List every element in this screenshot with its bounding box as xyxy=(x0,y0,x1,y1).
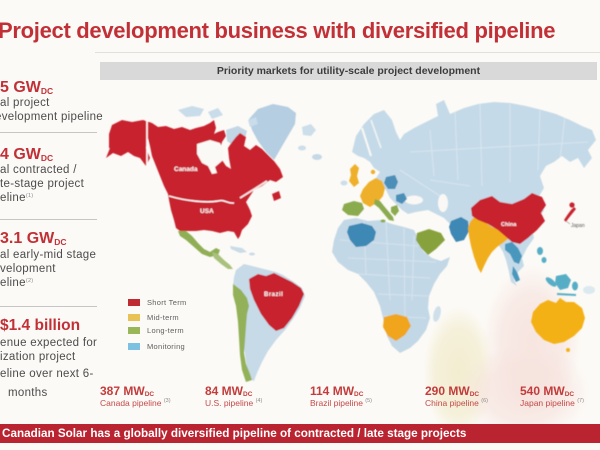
svg-text:Brazil: Brazil xyxy=(264,292,283,298)
svg-text:Japan: Japan xyxy=(571,223,585,229)
svg-text:Canada: Canada xyxy=(174,166,198,173)
svg-text:China: China xyxy=(501,222,517,228)
svg-text:USA: USA xyxy=(200,208,214,215)
